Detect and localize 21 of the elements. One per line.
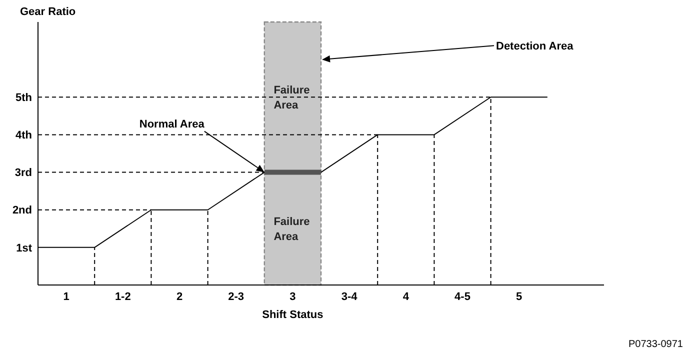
annotation: Failure Area bbox=[274, 216, 310, 243]
x-tick-label: 4 bbox=[402, 291, 410, 303]
x-tick-label: 5 bbox=[516, 291, 522, 303]
x-tick-label: 2 bbox=[176, 291, 183, 303]
y-tick-label: 4th bbox=[16, 130, 32, 142]
y-axis-title: Gear Ratio bbox=[20, 6, 76, 18]
annotation: Normal Area bbox=[139, 118, 206, 130]
x-tick-label: 1-2 bbox=[114, 291, 131, 303]
x-tick-label: 4-5 bbox=[454, 291, 470, 303]
y-tick-label: 3rd bbox=[14, 167, 32, 180]
y-tick-label: 1st bbox=[16, 242, 32, 254]
x-tick-label: 3-4 bbox=[341, 291, 358, 303]
y-tick-label: 2nd bbox=[12, 204, 32, 217]
annotation: Failure Area bbox=[274, 84, 310, 112]
x-tick-label: 2-3 bbox=[228, 291, 244, 303]
text: P0733-0971 bbox=[628, 339, 684, 350]
x-tick-label: 3 bbox=[290, 291, 296, 303]
annotation: Detection Area bbox=[496, 40, 574, 53]
x-axis-title: Shift Status bbox=[262, 309, 324, 321]
y-tick-label: 5th bbox=[16, 92, 32, 104]
x-tick-label: 1 bbox=[63, 291, 70, 303]
